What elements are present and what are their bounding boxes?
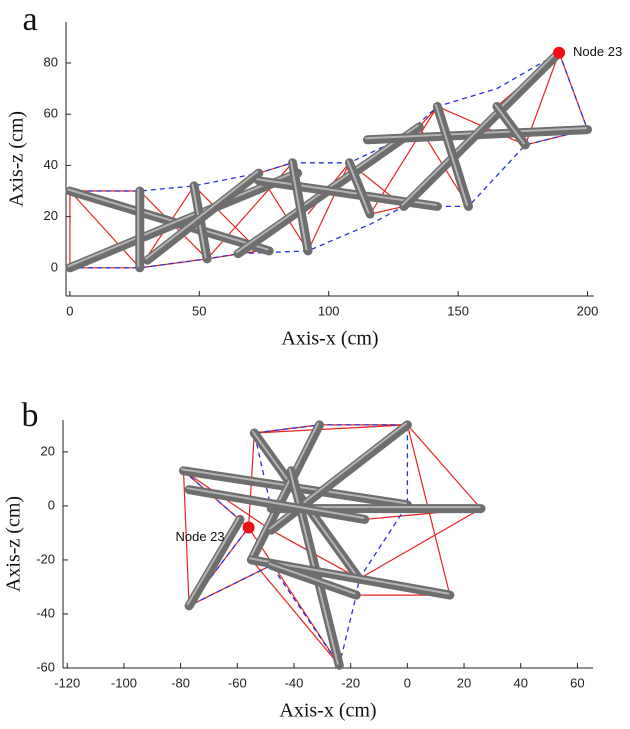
node-annotation: Node 23 [175, 529, 224, 544]
rod [143, 168, 264, 265]
x-tick-label: 150 [447, 303, 469, 318]
rod [65, 168, 303, 273]
x-tick-label: 0 [404, 675, 411, 690]
x-tick-label: -100 [111, 675, 137, 690]
panel-label: b [22, 397, 39, 434]
rod-shine [67, 170, 298, 268]
cable [183, 431, 482, 607]
x-tick-label: -60 [228, 675, 247, 690]
rod-shine [186, 516, 240, 606]
rod-shine [268, 562, 356, 595]
rod-shine [186, 487, 365, 519]
rod [184, 485, 370, 524]
rod [65, 186, 274, 256]
x-tick-label: 40 [513, 675, 527, 690]
rod-shine [249, 557, 450, 595]
y-tick-label: 0 [51, 259, 58, 274]
y-tick-label: -20 [36, 551, 55, 566]
rod-shine [67, 188, 269, 251]
rod-shine [401, 50, 559, 206]
highlight-node [242, 521, 255, 534]
x-axis-label: Axis-x (cm) [279, 700, 376, 722]
x-tick-label: -80 [171, 675, 190, 690]
x-tick-label: 0 [66, 303, 73, 318]
x-tick-label: 50 [192, 303, 206, 318]
x-tick-label: -120 [54, 675, 80, 690]
y-tick-label: 40 [44, 157, 58, 172]
highlight-node [553, 46, 566, 59]
x-tick-label: 200 [577, 303, 599, 318]
rod-shine [434, 104, 468, 206]
x-tick-label: 20 [457, 675, 471, 690]
y-tick-label: 0 [48, 497, 55, 512]
x-tick-label: 60 [570, 675, 584, 690]
y-tick-label: -60 [36, 659, 55, 674]
y-tick-label: 20 [41, 443, 55, 458]
rod [288, 158, 313, 256]
x-axis-label: Axis-x (cm) [281, 328, 378, 350]
x-tick-label: 100 [318, 303, 340, 318]
rod [184, 514, 245, 611]
y-tick-label: 60 [44, 106, 58, 121]
y-axis-label: Axis-z (cm) [6, 111, 28, 207]
rod-shine [249, 422, 319, 560]
rod-shine [494, 104, 525, 145]
x-tick-label: -40 [285, 675, 304, 690]
rod [247, 420, 324, 565]
y-axis-label: Axis-z (cm) [3, 496, 25, 592]
x-tick-label: -20 [341, 675, 360, 690]
rod-shine [145, 170, 259, 260]
rod-shine [290, 160, 308, 251]
panel-label: a [22, 1, 37, 38]
dashed-cable [69, 128, 588, 269]
rod-shine [346, 160, 370, 214]
y-tick-label: -40 [36, 605, 55, 620]
y-tick-label: 80 [44, 54, 58, 69]
node-annotation: Node 23 [573, 44, 622, 59]
rod [399, 48, 564, 211]
y-tick-label: 20 [44, 208, 58, 223]
